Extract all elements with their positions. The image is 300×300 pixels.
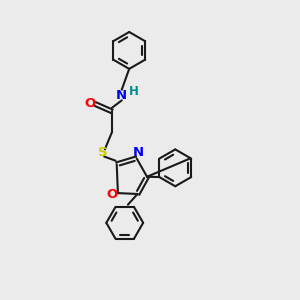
Text: N: N [133,146,144,160]
Text: N: N [116,88,127,101]
Text: S: S [98,146,107,160]
Text: H: H [129,85,139,98]
Text: O: O [106,188,118,201]
Text: O: O [84,97,95,110]
